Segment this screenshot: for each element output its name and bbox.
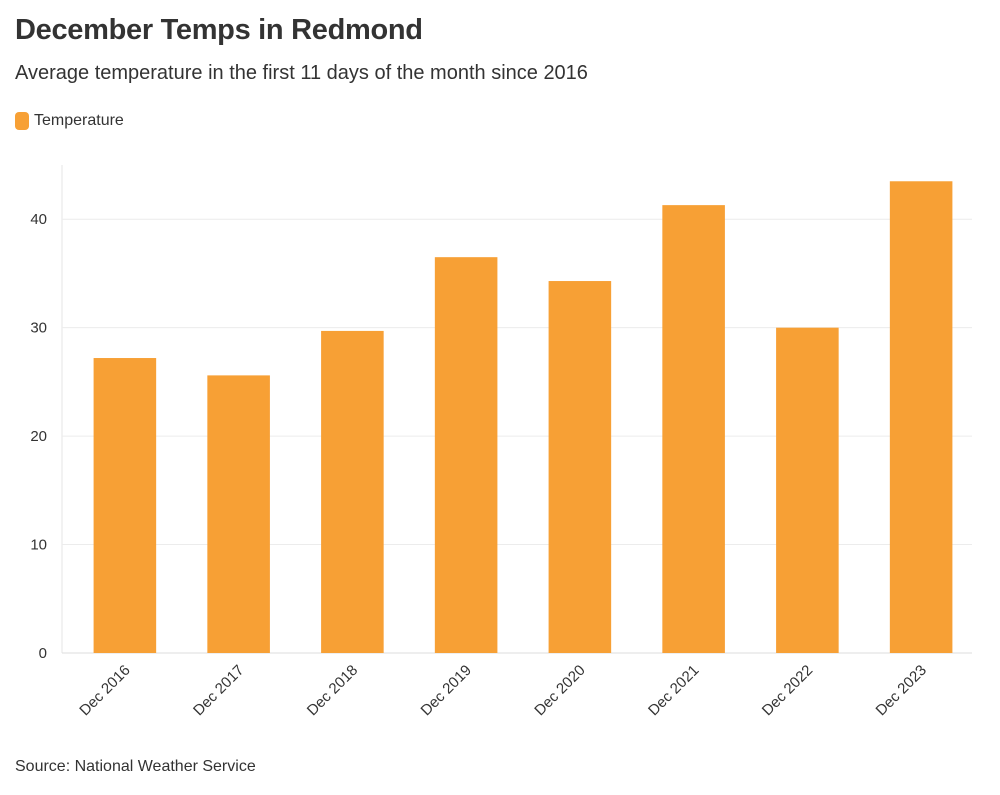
x-tick-label: Dec 2022 <box>759 662 816 719</box>
legend-swatch <box>15 112 29 130</box>
chart-subtitle: Average temperature in the first 11 days… <box>15 62 588 84</box>
x-tick-label: Dec 2021 <box>645 662 702 719</box>
bar[interactable] <box>662 205 725 653</box>
x-tick-label: Dec 2017 <box>190 662 247 719</box>
bar[interactable] <box>93 358 157 653</box>
y-tick-label: 40 <box>30 211 47 228</box>
bar[interactable] <box>434 257 498 653</box>
y-tick-label: 10 <box>30 537 47 554</box>
chart-title: December Temps in Redmond <box>15 14 423 46</box>
x-tick-label: Dec 2018 <box>304 662 361 719</box>
y-tick-label: 0 <box>39 645 47 662</box>
source-note: Source: National Weather Service <box>15 758 256 775</box>
legend: Temperature <box>15 112 124 130</box>
legend-label: Temperature <box>34 112 124 129</box>
y-tick-label: 20 <box>30 428 47 445</box>
x-tick-label: Dec 2020 <box>531 662 588 719</box>
bar[interactable] <box>889 181 953 653</box>
bar[interactable] <box>321 330 384 653</box>
bars <box>93 181 953 653</box>
x-tick-label: Dec 2019 <box>418 662 475 719</box>
y-axis: 0 10 20 30 40 <box>30 211 47 662</box>
x-tick-label: Dec 2023 <box>873 662 930 719</box>
x-tick-label: Dec 2016 <box>76 662 133 719</box>
y-tick-label: 30 <box>30 320 47 337</box>
bar[interactable] <box>548 281 612 653</box>
bar[interactable] <box>776 327 839 653</box>
bar[interactable] <box>207 375 270 653</box>
x-axis: Dec 2016 Dec 2017 Dec 2018 Dec 2019 Dec 2020… <box>76 662 930 719</box>
